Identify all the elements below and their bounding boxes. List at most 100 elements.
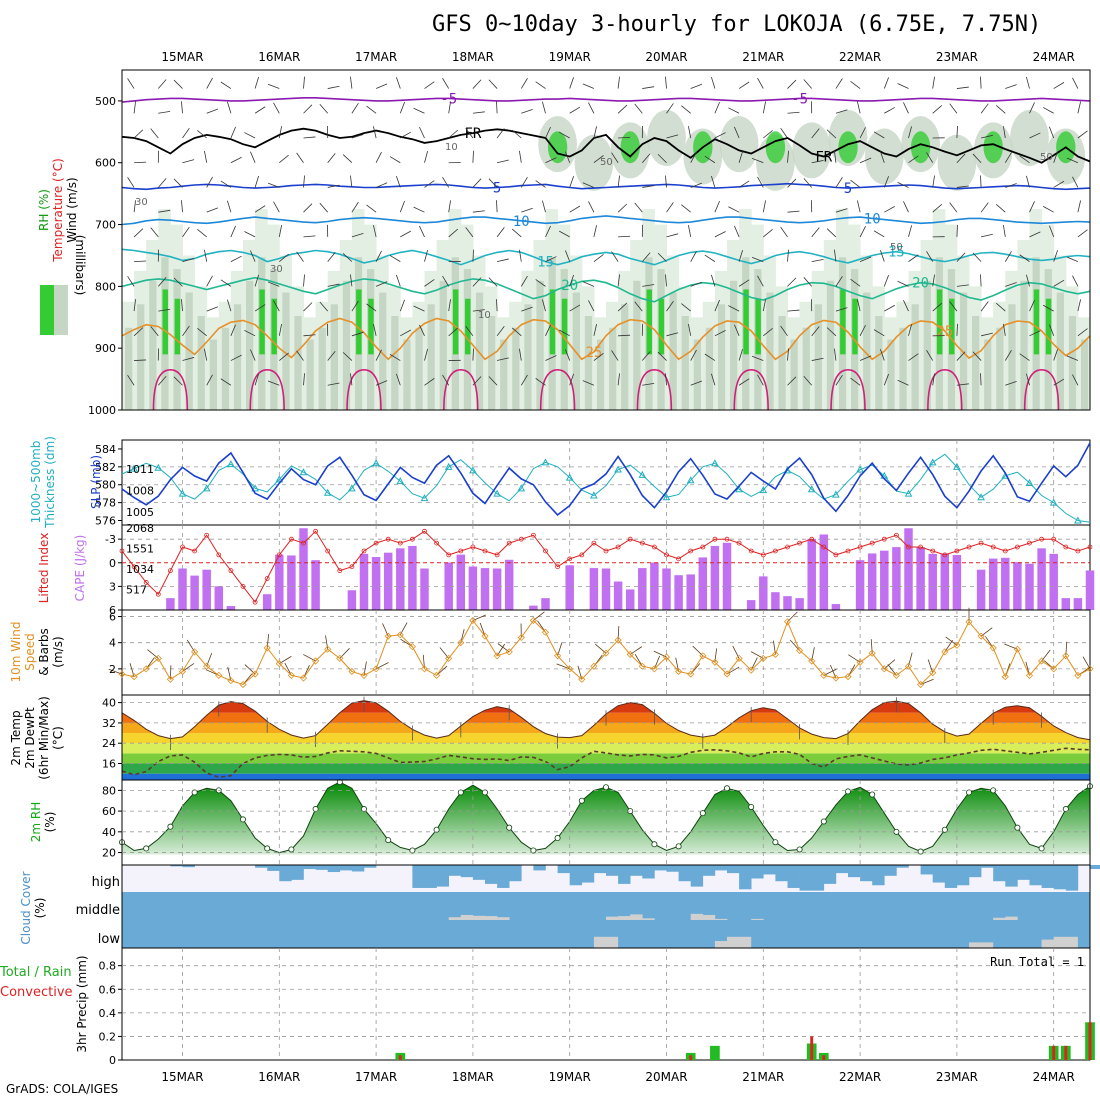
cloud-high-bar	[920, 865, 933, 875]
rh-shade-mid	[1020, 280, 1028, 410]
lifted-marker	[627, 536, 633, 542]
wind-barb	[857, 200, 861, 213]
thickness-marker	[662, 493, 671, 501]
rh-marker	[481, 789, 488, 796]
wind-speed-marker	[420, 665, 429, 673]
cape-bar	[662, 568, 671, 610]
rh-marker	[143, 845, 150, 852]
wind-speed-marker	[457, 639, 465, 647]
cloud-high-bar	[981, 865, 994, 868]
cape-tick-label: 2068	[126, 522, 154, 535]
wind-barb	[400, 230, 411, 238]
wind-speed-marker	[541, 628, 550, 636]
isotherm-hot-line	[927, 369, 963, 411]
wind-barb	[448, 327, 459, 337]
isotherm-label: 15	[537, 255, 554, 271]
wind-barb	[254, 205, 266, 213]
wind-barb	[1029, 300, 1035, 312]
rh-shade-mid	[609, 327, 617, 410]
wind-barb	[520, 78, 528, 89]
wind-barb	[496, 200, 498, 213]
cloud-high-bar	[956, 865, 970, 886]
date-label-top: 23MAR	[936, 50, 978, 64]
wind-barb	[1077, 130, 1088, 139]
temp-ylabel-1: 2m DewPt	[23, 707, 37, 769]
wind-barb	[230, 126, 236, 139]
wind-barb	[787, 348, 789, 361]
wind-barb	[634, 301, 643, 312]
wind-barb	[173, 277, 183, 287]
wind-barb	[859, 256, 872, 263]
wind-barb	[519, 348, 522, 361]
wind-speed-marker	[1038, 657, 1046, 665]
rh-shade-mid	[282, 292, 290, 410]
wind-barb	[424, 180, 435, 188]
lifted-marker	[180, 544, 185, 550]
wind-barb	[182, 258, 195, 263]
wind-barb	[582, 83, 595, 89]
wind-barb	[1004, 152, 1012, 163]
cloud-high-bar	[678, 865, 691, 882]
temp-band	[122, 763, 1090, 774]
wind-barb	[611, 350, 619, 361]
wind-barb	[303, 334, 316, 337]
wind-barb	[267, 182, 280, 188]
lifted-tick-label: 6	[109, 604, 116, 617]
wind-barb	[688, 225, 692, 237]
wind-speed-marker	[566, 665, 574, 673]
wind-barb	[811, 326, 820, 337]
wind-speed-marker	[445, 654, 453, 662]
wind-barb	[582, 380, 595, 386]
wind-barb	[666, 301, 674, 312]
lifted-marker	[821, 544, 827, 550]
wind-barb	[424, 151, 428, 163]
cloud-middle-gap	[497, 917, 510, 920]
precip-convective-bar	[1052, 1045, 1056, 1060]
wind-barb	[734, 225, 740, 238]
rh-shade-mid	[403, 339, 411, 410]
cloud-high-bar	[1005, 865, 1018, 887]
wind-barb	[1077, 299, 1081, 312]
wind-barb	[521, 108, 533, 114]
wind-barb	[472, 150, 474, 163]
cloud-level-label: low	[98, 932, 121, 947]
wind-speed-marker	[699, 652, 707, 660]
wind-barb	[303, 274, 305, 287]
wind-barb	[811, 128, 820, 139]
wind-barb	[657, 252, 667, 262]
wind-barb	[835, 276, 843, 287]
wind-barb	[375, 250, 382, 262]
wind-barb	[850, 377, 861, 386]
lifted-marker	[482, 548, 488, 554]
thickness-marker	[469, 466, 477, 474]
wind-barb	[980, 202, 989, 213]
cape-bar	[928, 553, 937, 610]
wind-barb	[472, 111, 485, 114]
wind-barb	[565, 250, 571, 262]
wind-barb	[327, 184, 340, 188]
wind-barb	[582, 182, 595, 188]
wind-speed-marker	[408, 643, 416, 651]
rh-shade-mid	[887, 339, 895, 410]
wind-barb	[803, 79, 813, 89]
thickness-tick-label: 580	[95, 479, 116, 492]
cloud-high-bar	[969, 865, 982, 878]
rh-shade-green	[259, 289, 265, 355]
cape-bar	[504, 559, 514, 610]
wind-barb	[472, 277, 482, 287]
wind-barb	[1043, 107, 1054, 114]
slp-frame	[121, 439, 1091, 526]
wind-barb	[582, 281, 595, 287]
wind-barb	[565, 349, 571, 361]
date-label-top: 24MAR	[1033, 50, 1075, 64]
cloud-high-bar	[1029, 865, 1042, 886]
wind-barb	[690, 380, 703, 386]
wind-barb	[880, 250, 885, 262]
lifted-marker	[797, 540, 802, 546]
lifted-marker	[470, 544, 476, 550]
cloud-high-bar	[460, 865, 474, 878]
wind-speed-marker	[287, 671, 295, 679]
rh-shade-mid	[149, 280, 157, 410]
lifted-marker	[422, 528, 427, 534]
